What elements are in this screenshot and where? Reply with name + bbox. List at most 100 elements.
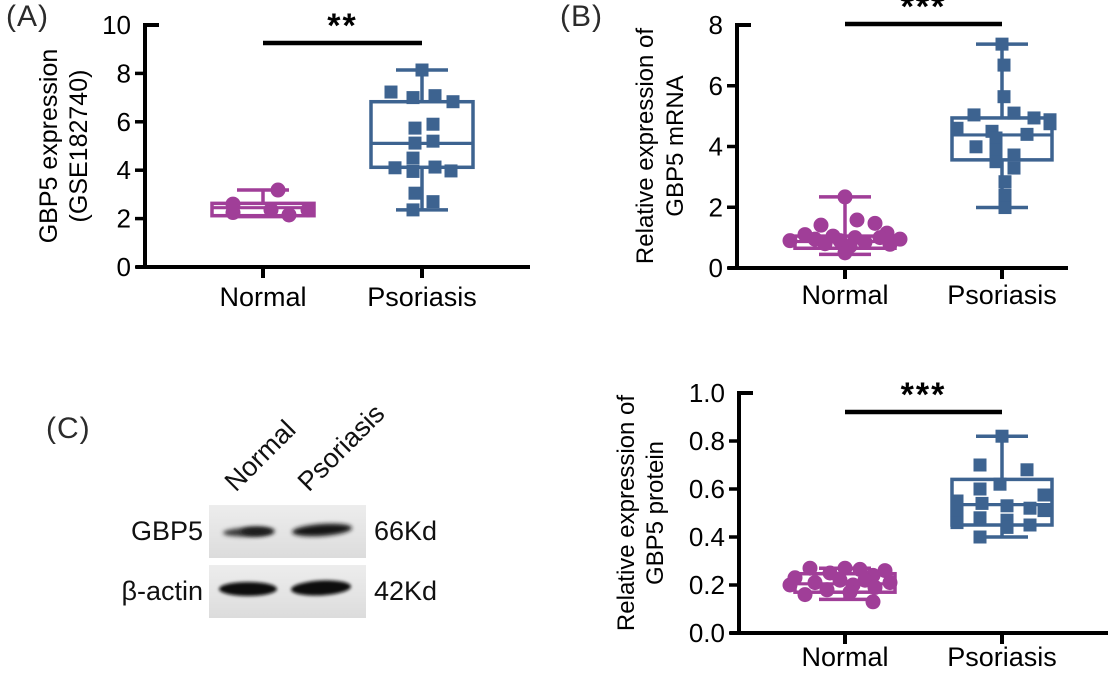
data-point [995, 37, 1009, 51]
data-point [813, 217, 829, 233]
data-point [1023, 518, 1037, 532]
data-point [998, 175, 1012, 189]
chart-a-axes: 0 2 4 6 8 10 GBP5 expression (GSE182740) Normal P… [35, 10, 530, 312]
bactin-band-psoriasis [291, 580, 351, 596]
blot-lane-label-normal: Normal [218, 414, 302, 497]
data-point [1007, 106, 1021, 120]
data-point [989, 155, 1003, 169]
y-tick-label: 0.4 [689, 522, 725, 552]
data-point [406, 91, 420, 105]
y-tick-label: 0 [117, 252, 131, 282]
data-point [1020, 463, 1034, 477]
chart-b-axes: 0 2 4 6 8 Relative expression of GBP5 mRNA Norm… [632, 10, 1068, 310]
data-point [408, 186, 422, 200]
data-point [281, 207, 297, 223]
blot-membrane-bactin [209, 565, 366, 618]
data-point [950, 494, 964, 508]
y-axis-label: Relative expression of [632, 28, 659, 264]
y-tick-label: 8 [709, 10, 723, 40]
chart-a-group-normal [210, 182, 316, 223]
y-tick-label: 0.6 [689, 474, 725, 504]
blot-protein-label-gbp5: GBP5 [130, 516, 203, 546]
data-point [849, 212, 865, 228]
data-point [998, 201, 1012, 215]
significance-stars: ** [327, 7, 357, 45]
data-point [300, 202, 316, 218]
data-point [973, 511, 987, 525]
data-point [446, 95, 460, 109]
data-point [1000, 499, 1014, 513]
x-category-label: Normal [219, 282, 306, 312]
chart-gbp5-mrna-boxplot: 0 2 4 6 8 Relative expression of GBP5 mRNA Norm… [632, 0, 1068, 310]
x-category-label: Psoriasis [947, 280, 1057, 310]
data-point [973, 530, 987, 544]
chart-a-group-psoriasis [369, 63, 475, 217]
data-point [882, 236, 898, 252]
data-point [837, 560, 853, 576]
y-axis-label: GBP5 expression [35, 49, 63, 244]
data-point [998, 188, 1012, 202]
data-point [1043, 117, 1057, 131]
panel-b-label: (B) [560, 0, 603, 33]
data-point [1023, 501, 1037, 515]
data-point [997, 90, 1011, 104]
data-point [426, 134, 440, 148]
data-point [837, 189, 853, 205]
data-point [857, 234, 873, 250]
y-axis-label: GBP5 protein [642, 441, 669, 585]
data-point [967, 108, 981, 122]
y-tick-label: 4 [117, 155, 131, 185]
chart-d-group-normal [782, 560, 898, 610]
y-tick-label: 2 [709, 192, 723, 222]
data-point [428, 160, 442, 174]
panel-c-label: (C) [46, 412, 91, 445]
data-point [1037, 504, 1051, 518]
significance-stars: *** [901, 0, 947, 26]
y-tick-label: 6 [117, 107, 131, 137]
data-point [444, 164, 458, 178]
blot-weight-label-42kd: 42Kd [374, 576, 438, 606]
data-point [225, 205, 241, 221]
data-point [1020, 127, 1034, 141]
data-point [406, 203, 420, 217]
data-point [950, 516, 964, 530]
data-point [993, 477, 1007, 491]
y-tick-label: 6 [709, 71, 723, 101]
data-point [1000, 520, 1014, 534]
data-point [1007, 148, 1021, 162]
chart-b-group-psoriasis [950, 37, 1057, 215]
data-point [975, 496, 989, 510]
data-point [989, 131, 1003, 145]
data-point [842, 584, 858, 600]
data-point [408, 121, 422, 135]
data-point [782, 577, 798, 593]
data-point [797, 587, 813, 603]
western-blot-panel: Normal Psoriasis GBP5 β-actin 66Kd 42Kd [0, 350, 555, 674]
gbp5-band-normal-core [241, 527, 273, 536]
y-tick-label: 0.8 [689, 426, 725, 456]
data-point [426, 117, 440, 131]
significance-stars: *** [901, 376, 947, 414]
data-point [1037, 488, 1051, 502]
data-point [807, 575, 823, 591]
y-axis-label: GBP5 mRNA [662, 75, 689, 216]
data-point [837, 245, 853, 261]
data-point [802, 560, 818, 576]
x-category-label: Normal [801, 642, 888, 672]
data-point [1027, 111, 1041, 125]
chart-b-group-normal [782, 189, 908, 261]
data-point [408, 136, 422, 150]
blot-weight-label-66kd: 66Kd [374, 516, 438, 546]
data-point [867, 215, 883, 231]
data-point [969, 140, 983, 154]
data-point [989, 143, 1003, 157]
y-axis-label: (GSE182740) [65, 70, 93, 223]
data-point [428, 89, 442, 103]
data-point [832, 572, 848, 588]
data-point [997, 58, 1011, 72]
data-point [973, 458, 987, 472]
x-category-label: Psoriasis [947, 642, 1057, 672]
chart-d-axes: 0.0 0.2 0.4 0.6 0.8 1.0 Relative expression of… [613, 378, 1108, 672]
blot-membrane-gbp5 [209, 505, 366, 558]
data-point [882, 575, 898, 591]
